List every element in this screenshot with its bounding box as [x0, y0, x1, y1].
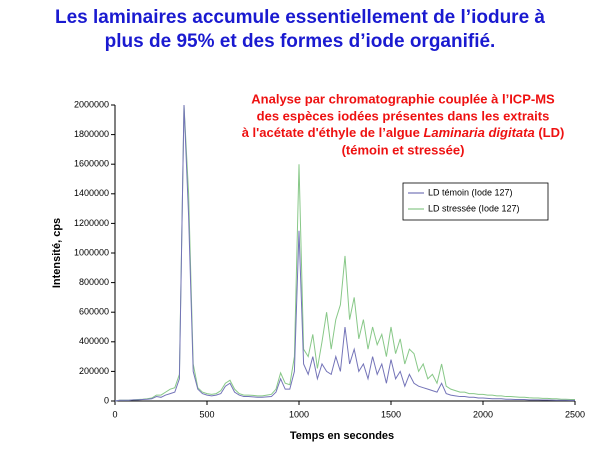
x-tick-label: 1500	[381, 409, 401, 419]
y-tick-label: 1600000	[74, 159, 109, 169]
y-tick-label: 1000000	[74, 247, 109, 257]
y-tick-label: 800000	[79, 277, 109, 287]
y-tick-label: 600000	[79, 307, 109, 317]
y-tick-label: 0	[104, 395, 109, 405]
y-tick-label: 1400000	[74, 188, 109, 198]
x-tick-label: 500	[199, 409, 214, 419]
series-line	[114, 104, 575, 402]
annotation-part: (LD)	[535, 125, 565, 140]
y-tick-label: 1800000	[74, 129, 109, 139]
x-tick-label: 1000	[289, 409, 309, 419]
x-tick-label: 2500	[565, 409, 585, 419]
annotation: à l'acétate d'éthyle de l’algue Laminari…	[242, 125, 565, 140]
y-tick-label: 400000	[79, 336, 109, 346]
annotation-part: à l'acétate d'éthyle de l’algue	[242, 125, 424, 140]
x-tick-label: 0	[112, 409, 117, 419]
y-axis-label: Intensité, cps	[51, 218, 63, 288]
x-axis-label: Temps en secondes	[290, 430, 394, 442]
slide-title: Les laminaires accumule essentiellement …	[55, 7, 545, 28]
annotation: des espèces iodées présentes dans les ex…	[257, 108, 550, 123]
annotation: Analyse par chromatographie couplée à l’…	[251, 91, 555, 106]
y-tick-label: 1200000	[74, 218, 109, 228]
annotation-part: Laminaria digitata	[423, 125, 534, 140]
y-tick-label: 2000000	[74, 99, 109, 109]
legend	[402, 182, 549, 221]
legend-label: LD témoin (Iode 127)	[428, 187, 513, 197]
annotation: (témoin et stressée)	[342, 142, 465, 157]
legend-label: LD stressée (Iode 127)	[428, 203, 520, 213]
y-tick-label: 200000	[79, 366, 109, 376]
slide-title: plus de 95% et des formes d’iode organif…	[105, 31, 496, 52]
x-tick-label: 2000	[473, 409, 493, 419]
